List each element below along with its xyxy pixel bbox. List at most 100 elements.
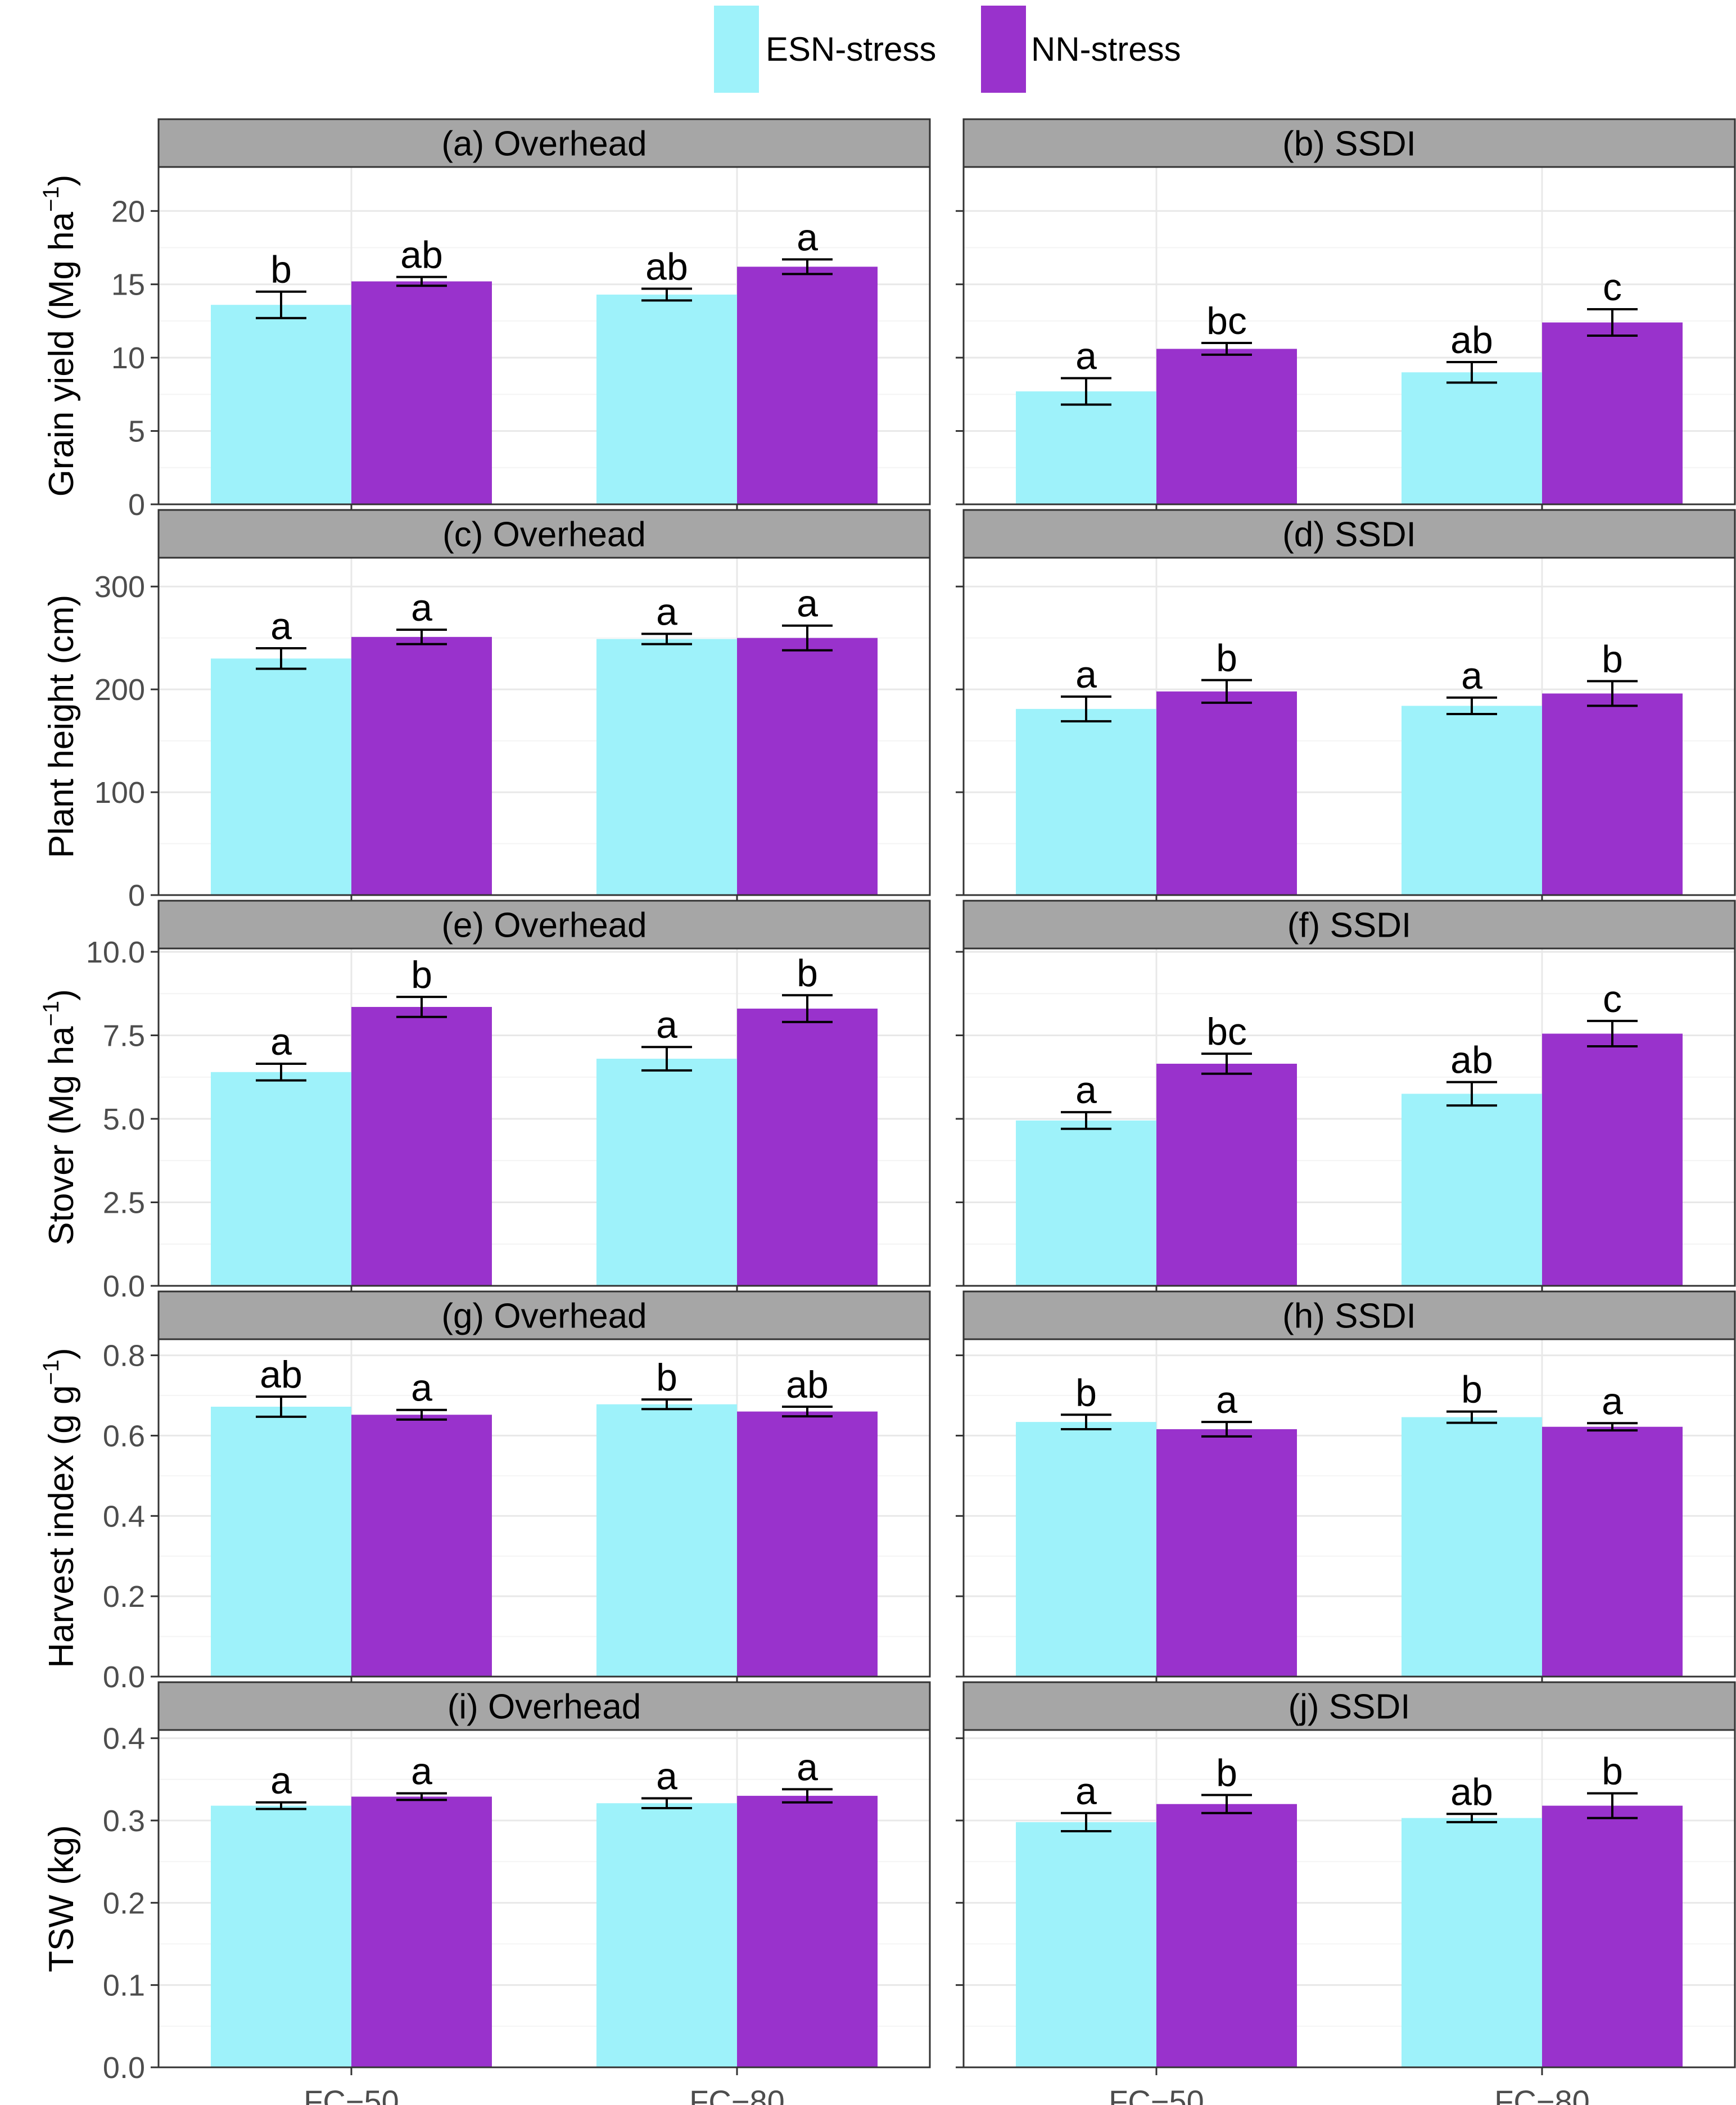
error-bar [641,1797,692,1810]
bar-e-overhead-fc-50-esn-stress [211,1072,351,1286]
bar-e-overhead-fc-50-nn-stress [351,1006,492,1286]
y-tick-label: 20 [111,195,145,228]
error-bar [1587,680,1638,707]
strip-a-overhead [157,118,931,168]
y-tick-label: 0.0 [103,1660,145,1694]
significance-letter: a [797,216,818,259]
significance-letter: a [656,590,677,633]
bar-g-overhead-fc-50-nn-stress [351,1415,492,1677]
strip-j-ssdi [962,1681,1736,1731]
strip-title-g-overhead: (g) Overhead [441,1297,647,1336]
y-axis-label-text: Plant height (cm) [42,595,81,859]
panel-border [962,166,1736,505]
error-bar [396,629,447,645]
x-tick-label-fc-80: FC−80 [689,2084,785,2105]
error-bar [1201,1052,1252,1075]
y-tick-label: 100 [94,776,145,810]
bar-d-ssdi-fc-50-nn-stress [1156,691,1297,895]
bar-j-ssdi-fc-80-nn-stress [1542,1805,1683,2067]
bar-j-ssdi-fc-50-nn-stress [1156,1804,1297,2067]
significance-letter: ab [645,246,688,288]
y-axis-label-text: Stover (Mg ha [42,1026,81,1245]
bar-j-ssdi-fc-50-esn-stress [1016,1822,1156,2067]
bar-i-overhead-fc-50-esn-stress [211,1805,351,2067]
significance-letter: a [656,1755,677,1797]
error-bar [1587,1792,1638,1819]
bar-g-overhead-fc-80-esn-stress [596,1404,737,1677]
strip-c-overhead [157,509,931,559]
significance-letter: a [411,1750,432,1793]
error-bar [396,275,447,287]
bar-i-overhead-fc-50-nn-stress [351,1796,492,2067]
y-tick-label: 0.0 [103,1270,145,1303]
panel-border [962,557,1736,896]
significance-letter: a [1075,335,1097,378]
error-bar [1587,308,1638,337]
error-bar [782,994,833,1023]
strip-title-e-overhead: (e) Overhead [441,906,647,945]
significance-letter: b [1602,1750,1623,1793]
bar-c-overhead-fc-80-esn-stress [596,639,737,895]
y-tick-label: 0.3 [103,1804,145,1838]
bar-h-ssdi-fc-80-nn-stress [1542,1426,1683,1677]
y-tick-label: 7.5 [103,1019,145,1052]
y-tick-label: 15 [111,268,145,302]
significance-letter: ab [260,1353,302,1396]
strip-title-f-ssdi: (f) SSDI [1287,906,1411,945]
y-axis-label-row-2: Plant height (cm) [42,595,81,859]
y-axis-label-text: Harvest index (g g [42,1385,81,1668]
error-bar [1201,1421,1252,1438]
error-bar [641,287,692,302]
strip-title-a-overhead: (a) Overhead [441,125,647,164]
y-tick-label: 0.2 [103,1580,145,1614]
error-bar [1061,1111,1111,1130]
y-axis-label-text: TSW (kg) [42,1825,81,1972]
bar-h-ssdi-fc-50-esn-stress [1016,1422,1156,1677]
error-bar [396,1792,447,1801]
y-tick-label: 10.0 [86,936,145,969]
bar-b-ssdi-fc-80-nn-stress [1542,322,1683,504]
error-bar [256,647,306,670]
bar-b-ssdi-fc-50-nn-stress [1156,349,1297,504]
y-tick-label: 0.4 [103,1499,145,1533]
y-axis-label-superscript: −1 [39,186,64,212]
bar-a-overhead-fc-50-esn-stress [211,305,351,504]
significance-letter: b [1461,1368,1482,1411]
significance-letter: ab [400,234,443,277]
error-bar [782,1406,833,1418]
significance-letter: a [270,605,292,648]
panel-a-overhead: (a) Overhead b ab ab a 0 5 10 15 20 [111,118,931,522]
y-axis-label-row-1: Grain yield (Mg ha−1) [39,175,81,497]
error-bar [1061,1413,1111,1430]
error-bar [782,258,833,275]
panel-h-ssdi: (h) SSDI b a b a [956,1290,1736,1684]
bar-c-overhead-fc-50-nn-stress [351,636,492,895]
y-axis-label-superscript: −1 [39,1001,64,1027]
significance-letter: a [797,582,818,625]
panel-border [157,1729,931,2068]
strip-title-i-overhead: (i) Overhead [447,1688,641,1727]
error-bar [782,1788,833,1804]
legend-swatch-esn-stress [714,6,759,93]
x-tick-label-fc-50: FC−50 [304,2084,399,2105]
legend-label-esn-stress: ESN-stress [766,30,936,68]
legend: ESN-stress NN-stress [714,6,1181,93]
bar-d-ssdi-fc-50-esn-stress [1016,708,1156,895]
strip-d-ssdi [962,509,1736,559]
strip-i-overhead [157,1681,931,1731]
bar-c-overhead-fc-80-nn-stress [737,638,878,895]
significance-letter: bc [1206,300,1247,342]
panel-border [157,947,931,1287]
bar-d-ssdi-fc-80-esn-stress [1402,706,1542,895]
strip-title-j-ssdi: (j) SSDI [1289,1688,1410,1727]
bar-e-overhead-fc-80-esn-stress [596,1059,737,1286]
strip-title-c-overhead: (c) Overhead [442,516,646,554]
y-tick-label: 0.0 [103,2051,145,2085]
bar-i-overhead-fc-80-nn-stress [737,1796,878,2067]
error-bar [256,290,306,319]
error-bar [1061,695,1111,722]
y-axis-label-close: ) [42,989,81,1001]
